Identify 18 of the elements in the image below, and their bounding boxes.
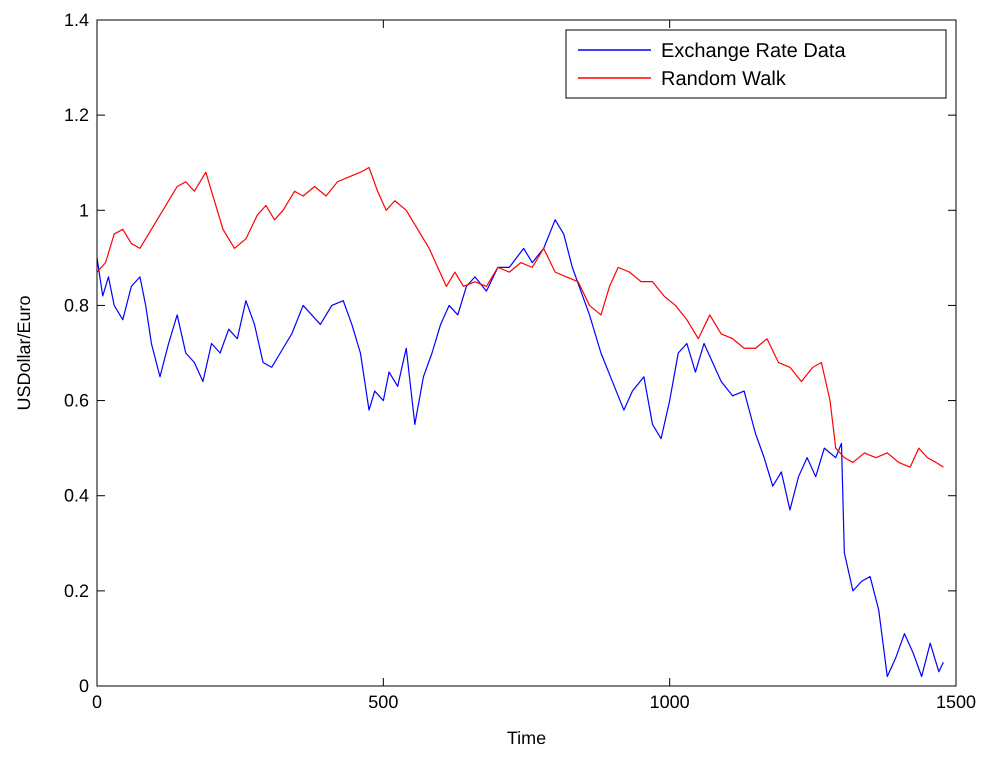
line-series <box>97 219 944 678</box>
y-axis-title: USDollar/Euro <box>14 295 34 411</box>
x-axis-title: Time <box>506 728 546 748</box>
y-tick-label: 0.6 <box>64 390 89 411</box>
legend-label: Random Walk <box>661 68 787 90</box>
x-tick-label: 1500 <box>936 692 976 712</box>
y-tick-label: 0.4 <box>64 486 89 506</box>
y-tick-label: 0 <box>78 676 89 696</box>
y-tick-label: 1.2 <box>64 105 89 126</box>
y-tick-label: 1.4 <box>64 10 89 30</box>
y-tick-label: 0.8 <box>64 295 89 316</box>
y-tick-label: 1 <box>78 200 89 220</box>
x-tick-label: 0 <box>92 692 102 712</box>
line-series <box>97 166 944 468</box>
x-tick-label: 1000 <box>650 692 690 712</box>
y-tick-label: 0.2 <box>64 580 89 601</box>
x-tick-label: 500 <box>368 692 398 712</box>
legend-label: Exchange Rate Data <box>661 40 846 62</box>
